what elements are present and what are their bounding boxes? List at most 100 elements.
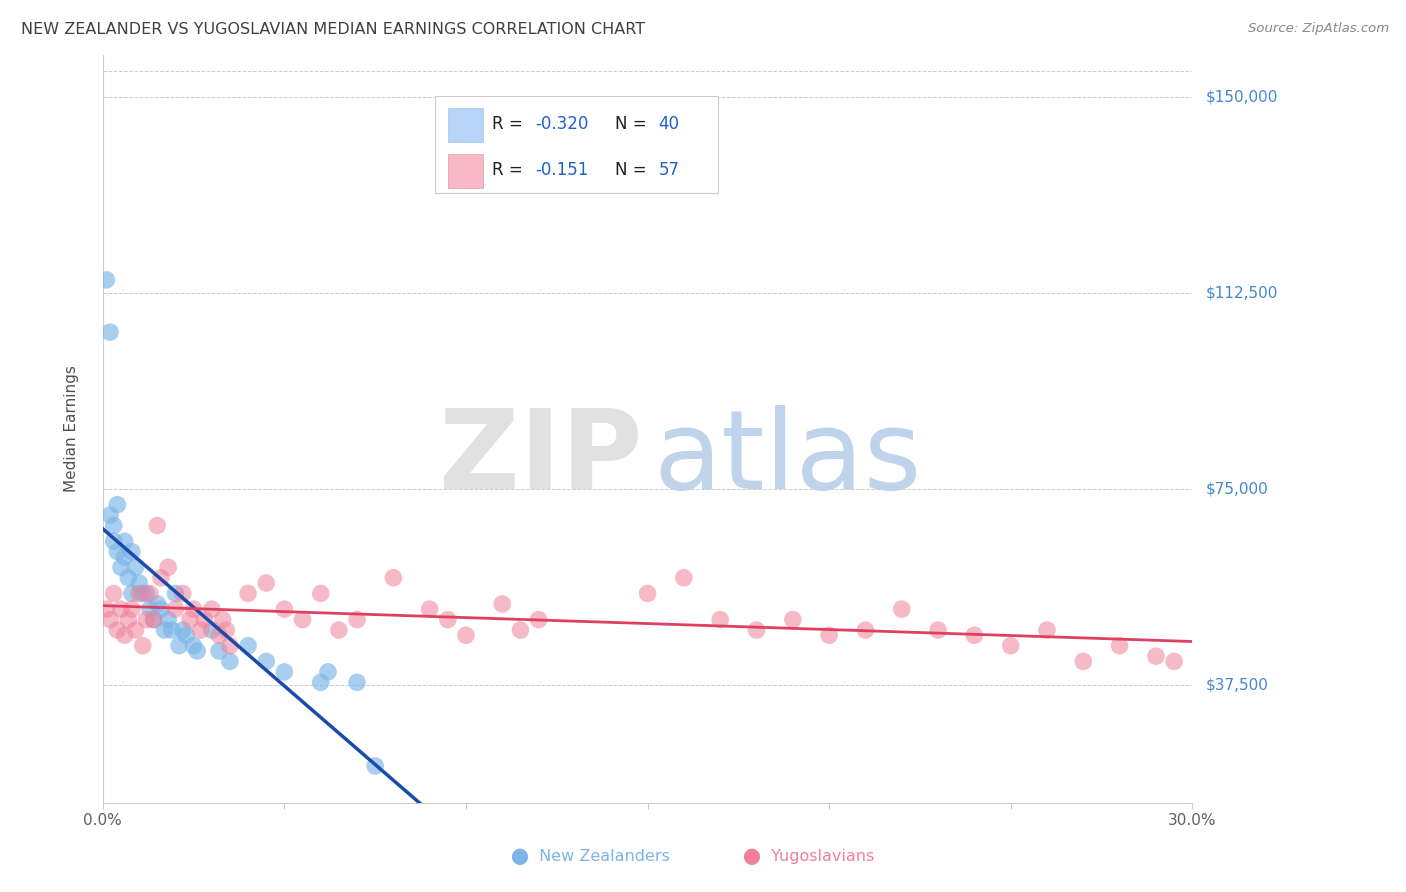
Point <box>132 586 155 600</box>
Point <box>309 586 332 600</box>
Text: NEW ZEALANDER VS YUGOSLAVIAN MEDIAN EARNINGS CORRELATION CHART: NEW ZEALANDER VS YUGOSLAVIAN MEDIAN EARN… <box>21 22 645 37</box>
Point <box>309 675 332 690</box>
Point <box>454 628 477 642</box>
Point <box>316 665 339 679</box>
Point <box>193 613 215 627</box>
Point <box>273 665 295 679</box>
Text: -0.320: -0.320 <box>536 115 589 133</box>
Point <box>818 628 841 642</box>
Point <box>142 613 165 627</box>
Point <box>124 623 146 637</box>
Point <box>149 602 172 616</box>
Point <box>890 602 912 616</box>
Point <box>273 602 295 616</box>
Point <box>254 576 277 591</box>
Point <box>98 325 121 339</box>
FancyBboxPatch shape <box>449 153 484 188</box>
Point <box>135 586 157 600</box>
Point <box>117 571 139 585</box>
Point <box>745 623 768 637</box>
Point <box>183 639 205 653</box>
Point <box>179 613 201 627</box>
Point <box>201 602 224 616</box>
Point <box>167 639 190 653</box>
Point <box>927 623 949 637</box>
Y-axis label: Median Earnings: Median Earnings <box>65 366 79 492</box>
Point <box>855 623 877 637</box>
Point <box>186 644 208 658</box>
Point <box>637 586 659 600</box>
Point <box>132 639 155 653</box>
Point <box>328 623 350 637</box>
Point <box>139 602 162 616</box>
Point <box>105 623 128 637</box>
Text: -0.151: -0.151 <box>536 161 589 179</box>
Point <box>96 273 118 287</box>
Point <box>105 498 128 512</box>
Point <box>419 602 441 616</box>
Text: ZIP: ZIP <box>439 405 643 512</box>
Text: R =: R = <box>492 115 527 133</box>
Point <box>121 544 143 558</box>
Point <box>114 549 136 564</box>
Point <box>211 613 233 627</box>
Text: 57: 57 <box>658 161 679 179</box>
Text: $112,500: $112,500 <box>1206 285 1278 301</box>
Point <box>491 597 513 611</box>
Point <box>215 623 238 637</box>
Point <box>963 628 986 642</box>
Point <box>135 613 157 627</box>
Point <box>153 623 176 637</box>
Point <box>121 602 143 616</box>
Point <box>1036 623 1059 637</box>
Point <box>103 586 125 600</box>
Point <box>96 602 118 616</box>
Text: N =: N = <box>614 115 652 133</box>
Text: $150,000: $150,000 <box>1206 89 1278 104</box>
Point <box>128 586 150 600</box>
FancyBboxPatch shape <box>449 108 484 142</box>
Point <box>98 508 121 522</box>
Point <box>146 597 169 611</box>
Text: $37,500: $37,500 <box>1206 677 1270 692</box>
Point <box>172 586 194 600</box>
Point <box>208 644 231 658</box>
Point <box>219 654 242 668</box>
Point <box>103 534 125 549</box>
Text: N =: N = <box>614 161 652 179</box>
Point <box>254 654 277 668</box>
Point <box>382 571 405 585</box>
Point <box>160 623 183 637</box>
Point <box>346 613 368 627</box>
Point <box>139 586 162 600</box>
Point <box>157 560 180 574</box>
Point <box>128 576 150 591</box>
Point <box>176 628 198 642</box>
Point <box>110 602 132 616</box>
Point <box>183 602 205 616</box>
Point <box>1163 654 1185 668</box>
Point <box>117 613 139 627</box>
Point <box>208 628 231 642</box>
Point <box>110 560 132 574</box>
Point <box>1144 649 1167 664</box>
Point <box>236 639 259 653</box>
Point <box>114 534 136 549</box>
Point <box>98 613 121 627</box>
Point <box>165 602 187 616</box>
Point <box>114 628 136 642</box>
Point <box>236 586 259 600</box>
Point <box>436 613 458 627</box>
Text: ⬤  New Zealanders: ⬤ New Zealanders <box>512 849 669 865</box>
Text: 40: 40 <box>658 115 679 133</box>
Point <box>291 613 314 627</box>
Point <box>142 613 165 627</box>
Point <box>146 518 169 533</box>
Point <box>346 675 368 690</box>
Point <box>219 639 242 653</box>
Point <box>103 518 125 533</box>
Point <box>527 613 550 627</box>
Point <box>149 571 172 585</box>
Point <box>165 586 187 600</box>
Text: Source: ZipAtlas.com: Source: ZipAtlas.com <box>1249 22 1389 36</box>
